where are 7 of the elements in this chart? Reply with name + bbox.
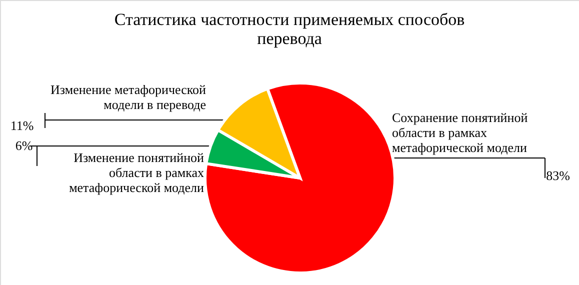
slice-label: Изменение понятийной области в рамках метафорической модели <box>69 150 204 195</box>
data-label: 6% <box>15 138 33 153</box>
chart-title: Статистика частотности применяемых способов перевода <box>114 10 465 48</box>
data-label: 83% <box>546 168 570 183</box>
slice-label: Изменение метафорической модели в переводе <box>50 82 206 112</box>
slice-label: Сохранение понятийной области в рамках метафорической модели <box>392 110 528 155</box>
data-label: 11% <box>10 118 34 133</box>
